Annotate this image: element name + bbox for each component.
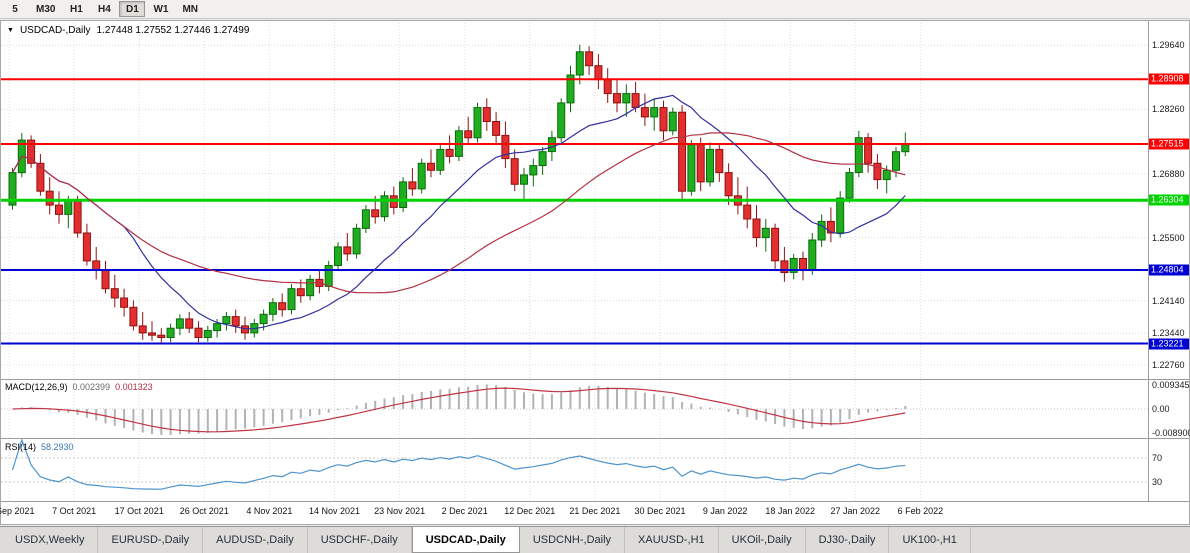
- tab-usdx-weekly[interactable]: USDX,Weekly: [2, 527, 99, 553]
- rsi-indicator-label: RSI(14) 58.2930: [5, 442, 74, 452]
- macd-indicator-label: MACD(12,26,9) 0.002399 0.001323: [5, 382, 153, 392]
- rsi-name: RSI(14): [5, 442, 37, 452]
- macd-scale-top: 0.009345: [1152, 380, 1190, 390]
- timeframe-button-mn[interactable]: MN: [182, 3, 199, 15]
- rsi-scale-70: 70: [1152, 453, 1163, 463]
- price-tick: 1.24140: [1152, 295, 1185, 306]
- date-label: 4 Nov 2021: [246, 506, 293, 516]
- price-chart[interactable]: [1, 21, 1149, 523]
- tab-usdcnh-daily[interactable]: USDCNH-,Daily: [520, 527, 626, 553]
- tab-dj30-daily[interactable]: DJ30-,Daily: [806, 527, 890, 553]
- timeframe-button-h1[interactable]: H1: [70, 3, 83, 15]
- time-axis-separator: [1, 501, 1189, 502]
- price-level-tag: 1.28908: [1149, 73, 1189, 85]
- macd-indicator: [1, 384, 1148, 435]
- price-level-tag: 1.27515: [1149, 138, 1189, 150]
- tab-usdcad-daily[interactable]: USDCAD-,Daily: [411, 527, 520, 553]
- macd-panel-separator: [1, 379, 1189, 380]
- rsi-scale-30: 30: [1152, 477, 1163, 487]
- macd-scale-zero: 0.00: [1152, 404, 1170, 414]
- chart-menu-icon: ▼: [7, 26, 14, 34]
- tab-eurusd-daily[interactable]: EURUSD-,Daily: [98, 527, 204, 553]
- date-label: 17 Oct 2021: [114, 506, 164, 516]
- date-label: 7 Oct 2021: [52, 506, 97, 516]
- macd-value-main: 0.002399: [72, 382, 111, 392]
- date-label: 18 Jan 2022: [765, 506, 815, 516]
- macd-scale-bottom: -0.008900: [1152, 428, 1190, 438]
- chart-ohlc-values: 1.27448 1.27552 1.27446 1.27499: [96, 25, 250, 36]
- tab-ukoil-daily[interactable]: UKOil-,Daily: [719, 527, 806, 553]
- rsi-indicator: [1, 438, 1148, 490]
- chart-symbol-label: USDCAD-,Daily: [19, 25, 91, 36]
- horizontal-levels: [1, 78, 1148, 345]
- date-label: 28 Sep 2021: [0, 506, 35, 516]
- timeframe-button-5[interactable]: 5: [12, 3, 18, 15]
- macd-signal-line: [12, 387, 906, 433]
- date-label: 30 Dec 2021: [634, 506, 686, 516]
- price-tick: 1.25500: [1152, 232, 1185, 243]
- date-label: 27 Jan 2022: [830, 506, 881, 516]
- date-label: 2 Dec 2021: [441, 506, 488, 516]
- price-tick: 1.29640: [1152, 40, 1185, 51]
- price-scale[interactable]: 0.009345 0.00 -0.008900 70 30 1.29640 1.2…: [1149, 21, 1190, 501]
- tab-audusd-daily[interactable]: AUDUSD-,Daily: [203, 527, 308, 553]
- price-tick: 1.28260: [1152, 104, 1185, 115]
- price-tick: 1.22760: [1152, 359, 1185, 370]
- date-label: 14 Nov 2021: [308, 506, 361, 516]
- macd-name: MACD(12,26,9): [5, 382, 68, 392]
- timeframe-toolbar: 5 M30 H1 H4 D1 W1 MN: [0, 0, 1190, 19]
- ma-slow-line: [11, 132, 906, 294]
- chart-title: ▼ USDCAD-,Daily 1.27448 1.27552 1.27446 …: [7, 25, 249, 36]
- grid: [1, 23, 1148, 501]
- price-level-tag: 1.23221: [1149, 338, 1189, 349]
- chart-tab-bar: USDX,Weekly EURUSD-,Daily AUDUSD-,Daily USD…: [0, 526, 1190, 553]
- date-label: 9 Jan 2022: [702, 506, 748, 516]
- tab-uk100-h1[interactable]: UK100-,H1: [889, 527, 971, 553]
- price-level-tag: 1.26304: [1149, 194, 1189, 206]
- timeframe-button-d1[interactable]: D1: [119, 1, 146, 17]
- macd-value-signal: 0.001323: [115, 382, 153, 392]
- date-label: 23 Nov 2021: [374, 506, 426, 516]
- timeframe-button-h4[interactable]: H4: [98, 3, 111, 15]
- rsi-panel-separator: [1, 438, 1189, 439]
- ma-fast-line: [11, 94, 906, 330]
- candles: [8, 44, 910, 344]
- date-label: 12 Dec 2021: [504, 506, 556, 516]
- price-scale-separator: [1148, 21, 1149, 501]
- timeframe-button-w1[interactable]: W1: [153, 3, 169, 15]
- rsi-line: [11, 438, 906, 490]
- time-axis[interactable]: 28 Sep 2021 7 Oct 2021 17 Oct 2021 26 Oct 2…: [0, 503, 1148, 523]
- price-tick: 1.23440: [1152, 328, 1185, 339]
- tab-usdchf-daily[interactable]: USDCHF-,Daily: [308, 527, 412, 553]
- price-tick: 1.26880: [1152, 168, 1185, 179]
- date-label: 26 Oct 2021: [179, 506, 229, 516]
- tab-xauusd-h1[interactable]: XAUUSD-,H1: [625, 527, 719, 553]
- timeframe-button-m30[interactable]: M30: [36, 3, 56, 15]
- date-label: 21 Dec 2021: [569, 506, 621, 516]
- date-label: 6 Feb 2022: [897, 506, 944, 516]
- chart-window: ▼ USDCAD-,Daily 1.27448 1.27552 1.27446 …: [0, 20, 1190, 525]
- price-level-tag: 1.24804: [1149, 264, 1189, 276]
- rsi-value: 58.2930: [41, 442, 74, 452]
